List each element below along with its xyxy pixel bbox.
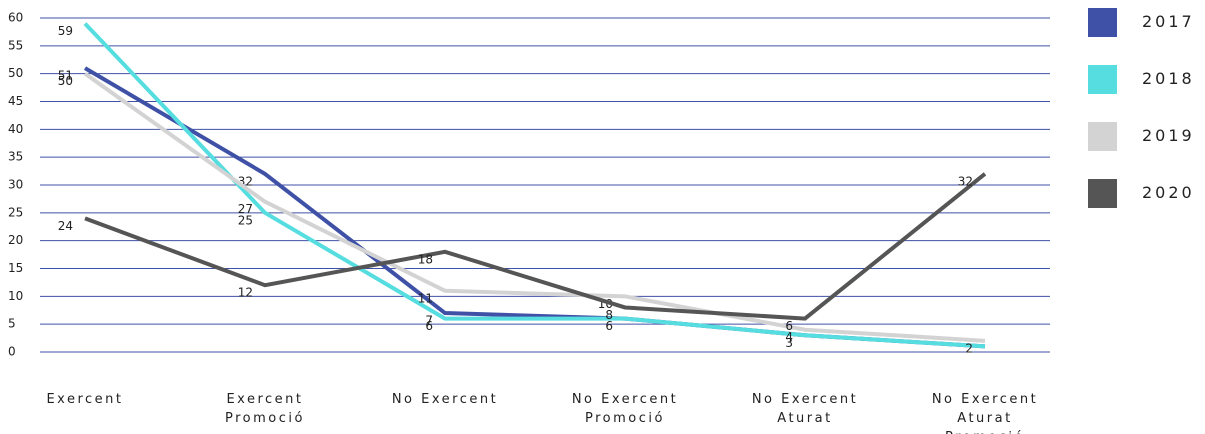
data-label: 25 [238, 213, 253, 227]
legend-label: 2017 [1142, 12, 1195, 31]
legend-label: 2020 [1142, 183, 1195, 202]
data-label: 18 [418, 252, 433, 266]
series-line [83, 66, 986, 349]
x-tick-label: No Exercent Aturat [751, 392, 859, 426]
legend-label: 2018 [1142, 69, 1195, 88]
data-label: 51 [58, 69, 73, 83]
y-tick-label: 10 [8, 289, 23, 303]
data-label: 11 [418, 291, 433, 305]
x-tick-label: No Exercent Aturat Promoció [931, 392, 1039, 434]
y-tick-label: 25 [8, 205, 23, 219]
data-label: 50 [58, 74, 73, 88]
legend-swatch [1088, 179, 1117, 208]
data-label: 7 [425, 314, 433, 328]
data-label: 8 [605, 308, 613, 322]
legend-swatch [1088, 65, 1117, 94]
data-label: 27 [238, 202, 253, 216]
data-label: 6 [785, 319, 793, 333]
y-tick-label: 30 [8, 178, 23, 192]
y-tick-label: 45 [8, 94, 23, 108]
x-tick-label: Exercent [46, 392, 124, 407]
data-label: 59 [58, 24, 73, 38]
x-tick-label: No Exercent [391, 392, 499, 407]
data-label: 32 [958, 174, 973, 188]
series-line [83, 72, 986, 343]
data-label: 12 [238, 286, 253, 300]
y-tick-label: 60 [8, 11, 23, 25]
legend-swatch [1088, 8, 1117, 37]
legend-swatch [1088, 122, 1117, 151]
data-label: 24 [58, 219, 73, 233]
y-tick-label: 55 [8, 38, 23, 52]
series-line [84, 172, 987, 321]
x-tick-label: Exercent Promoció [225, 392, 305, 426]
data-label: 2 [965, 341, 973, 355]
data-label: 6 [425, 319, 433, 333]
data-label: 6 [605, 319, 613, 333]
y-tick-label: 35 [8, 150, 23, 164]
legend-label: 2019 [1142, 126, 1195, 145]
y-tick-label: 15 [8, 261, 23, 275]
data-label: 3 [785, 336, 793, 350]
data-label: 4 [785, 330, 793, 344]
y-tick-label: 0 [8, 345, 16, 359]
y-tick-label: 5 [8, 317, 16, 331]
y-tick-label: 40 [8, 122, 23, 136]
y-tick-label: 50 [8, 66, 23, 80]
y-tick-label: 20 [8, 233, 23, 247]
x-tick-label: No Exercent Promoció [571, 392, 679, 426]
